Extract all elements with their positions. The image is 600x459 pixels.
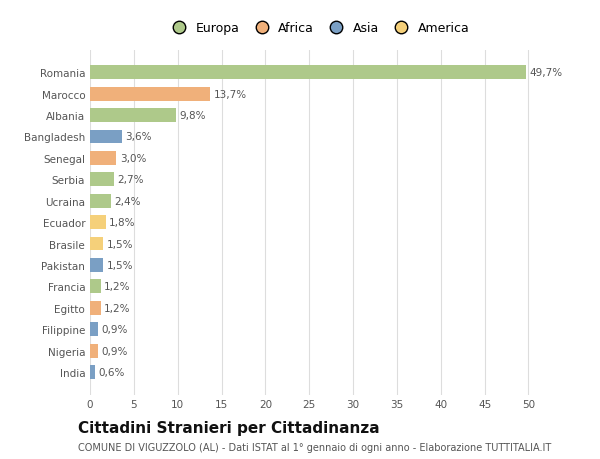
Legend: Europa, Africa, Asia, America: Europa, Africa, Asia, America <box>161 17 475 40</box>
Bar <box>90 173 113 187</box>
Bar <box>90 88 210 101</box>
Bar <box>90 216 106 230</box>
Bar <box>90 365 95 379</box>
Bar <box>90 237 103 251</box>
Text: 2,4%: 2,4% <box>115 196 141 206</box>
Text: 3,6%: 3,6% <box>125 132 152 142</box>
Bar <box>90 194 111 208</box>
Text: Cittadini Stranieri per Cittadinanza: Cittadini Stranieri per Cittadinanza <box>78 420 380 435</box>
Text: 49,7%: 49,7% <box>529 68 562 78</box>
Text: 13,7%: 13,7% <box>214 90 247 100</box>
Bar <box>90 301 101 315</box>
Text: 1,2%: 1,2% <box>104 303 131 313</box>
Bar <box>90 151 116 166</box>
Text: 9,8%: 9,8% <box>179 111 206 121</box>
Bar <box>90 344 98 358</box>
Bar <box>90 66 526 80</box>
Text: 2,7%: 2,7% <box>117 175 143 185</box>
Bar <box>90 280 101 294</box>
Text: 1,8%: 1,8% <box>109 218 136 228</box>
Text: 1,2%: 1,2% <box>104 282 131 291</box>
Bar <box>90 323 98 336</box>
Text: 1,5%: 1,5% <box>107 260 133 270</box>
Text: 0,9%: 0,9% <box>101 325 128 335</box>
Text: 0,9%: 0,9% <box>101 346 128 356</box>
Text: 3,0%: 3,0% <box>120 154 146 163</box>
Bar <box>90 130 122 144</box>
Bar <box>90 258 103 272</box>
Text: COMUNE DI VIGUZZOLO (AL) - Dati ISTAT al 1° gennaio di ogni anno - Elaborazione : COMUNE DI VIGUZZOLO (AL) - Dati ISTAT al… <box>78 442 551 452</box>
Text: 0,6%: 0,6% <box>99 367 125 377</box>
Text: 1,5%: 1,5% <box>107 239 133 249</box>
Bar <box>90 109 176 123</box>
